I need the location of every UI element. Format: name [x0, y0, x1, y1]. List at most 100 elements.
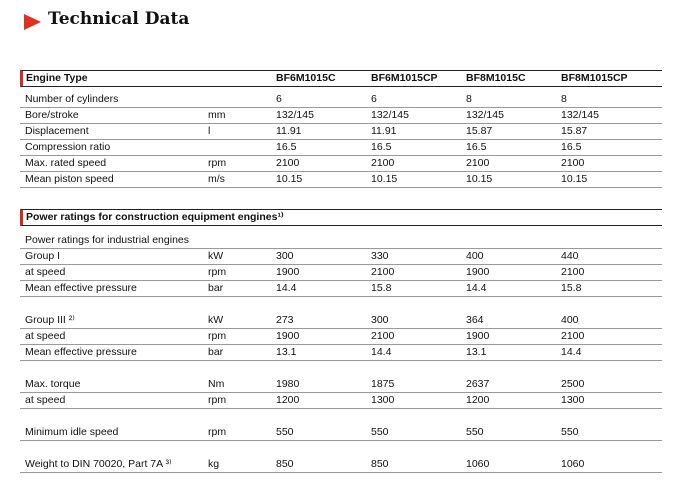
column-header: BF6M1015CP — [371, 72, 438, 84]
value: 400 — [561, 314, 579, 326]
value: 8 — [561, 93, 567, 105]
unit: rpm — [208, 426, 227, 438]
value: 1060 — [466, 458, 490, 470]
table-row: at speed rpm 1900 2100 1900 2100 — [20, 328, 662, 345]
value: 300 — [276, 250, 294, 262]
value: 10.15 — [276, 173, 303, 185]
value: 2100 — [276, 157, 300, 169]
table-row: Max. torque Nm 1980 1875 2637 2500 — [20, 376, 662, 393]
value: 550 — [561, 426, 579, 438]
value: 132/145 — [276, 109, 314, 121]
unit: Nm — [208, 378, 225, 390]
value: 550 — [276, 426, 294, 438]
row-label: Mean effective pressure — [25, 282, 137, 294]
value: 10.15 — [371, 173, 398, 185]
section-title: Power ratings for construction equipment… — [26, 211, 284, 223]
value: 14.4 — [561, 346, 582, 358]
unit: kg — [208, 458, 220, 470]
table-row: Number of cylinders 6 6 8 8 — [20, 91, 662, 108]
value: 330 — [371, 250, 389, 262]
row-label: at speed — [25, 266, 66, 278]
column-header: BF8M1015CP — [561, 72, 628, 84]
unit: mm — [208, 109, 226, 121]
value: 2100 — [371, 157, 395, 169]
row-label: Compression ratio — [25, 141, 111, 153]
unit: kW — [208, 250, 224, 262]
value: 14.4 — [371, 346, 392, 358]
unit: rpm — [208, 157, 227, 169]
table-row: at speed rpm 1200 1300 1200 1300 — [20, 392, 662, 409]
value: 2100 — [561, 157, 585, 169]
value: 1200 — [276, 394, 300, 406]
value: 16.5 — [276, 141, 297, 153]
row-label: Displacement — [25, 125, 89, 137]
value: 15.87 — [466, 125, 493, 137]
row-label: Weight to DIN 70020, Part 7A ³⁾ — [25, 458, 172, 470]
value: 1200 — [466, 394, 490, 406]
row-label: at speed — [25, 330, 66, 342]
table-row: Group I kW 300 330 400 440 — [20, 248, 662, 265]
value: 132/145 — [466, 109, 504, 121]
value: 2500 — [561, 378, 585, 390]
value: 850 — [276, 458, 294, 470]
row-label: Group III ²⁾ — [25, 314, 75, 326]
row-label: Group I — [25, 250, 61, 262]
value: 1980 — [276, 378, 300, 390]
value: 550 — [371, 426, 389, 438]
value: 10.15 — [561, 173, 588, 185]
table-row: Compression ratio 16.5 16.5 16.5 16.5 — [20, 139, 662, 156]
value: 2100 — [371, 266, 395, 278]
value: 364 — [466, 314, 484, 326]
value: 15.8 — [561, 282, 582, 294]
row-label: Mean piston speed — [25, 173, 114, 185]
table-row: Max. rated speed rpm 2100 2100 2100 2100 — [20, 155, 662, 172]
value: 16.5 — [371, 141, 392, 153]
row-label: Number of cylinders — [25, 93, 119, 105]
table-row: Mean effective pressure bar 13.1 14.4 13.1 14… — [20, 344, 662, 361]
value: 13.1 — [276, 346, 297, 358]
value: 300 — [371, 314, 389, 326]
value: 8 — [466, 93, 472, 105]
value: 1300 — [561, 394, 585, 406]
value: 16.5 — [466, 141, 487, 153]
value: 14.4 — [466, 282, 487, 294]
unit: rpm — [208, 266, 227, 278]
row-label: Power ratings for industrial engines — [25, 234, 190, 246]
row-label: Minimum idle speed — [25, 426, 119, 438]
value: 15.87 — [561, 125, 588, 137]
value: 1875 — [371, 378, 395, 390]
row-label: Bore/stroke — [25, 109, 79, 121]
row-label: Mean effective pressure — [25, 346, 137, 358]
value: 2100 — [466, 157, 490, 169]
value: 2100 — [371, 330, 395, 342]
value: 1900 — [466, 330, 490, 342]
table-row: Mean effective pressure bar 14.4 15.8 14.4 15… — [20, 280, 662, 297]
value: 1900 — [466, 266, 490, 278]
value: 10.15 — [466, 173, 493, 185]
value: 132/145 — [371, 109, 409, 121]
table-row: Displacement l 11.91 11.91 15.87 15.87 — [20, 123, 662, 140]
value: 16.5 — [561, 141, 582, 153]
section-header: Power ratings for construction equipment… — [20, 209, 662, 226]
value: 14.4 — [276, 282, 297, 294]
title-arrow — [24, 14, 41, 30]
header-label: Engine Type — [26, 72, 88, 84]
value: 1900 — [276, 330, 300, 342]
unit: l — [208, 125, 211, 137]
table-row: Bore/stroke mm 132/145 132/145 132/145 132/14… — [20, 107, 662, 124]
unit: rpm — [208, 394, 227, 406]
column-header: BF8M1015C — [466, 72, 526, 84]
row-label: at speed — [25, 394, 66, 406]
value: 11.91 — [371, 125, 397, 137]
value: 2637 — [466, 378, 490, 390]
value: 15.8 — [371, 282, 392, 294]
row-label: Max. rated speed — [25, 157, 107, 169]
column-header: BF6M1015C — [276, 72, 336, 84]
unit: rpm — [208, 330, 227, 342]
value: 850 — [371, 458, 389, 470]
value: 2100 — [561, 330, 585, 342]
table-row: Group III ²⁾ kW 273 300 364 400 — [20, 312, 662, 329]
unit: kW — [208, 314, 224, 326]
table-row: Power ratings for industrial engines — [20, 232, 662, 249]
